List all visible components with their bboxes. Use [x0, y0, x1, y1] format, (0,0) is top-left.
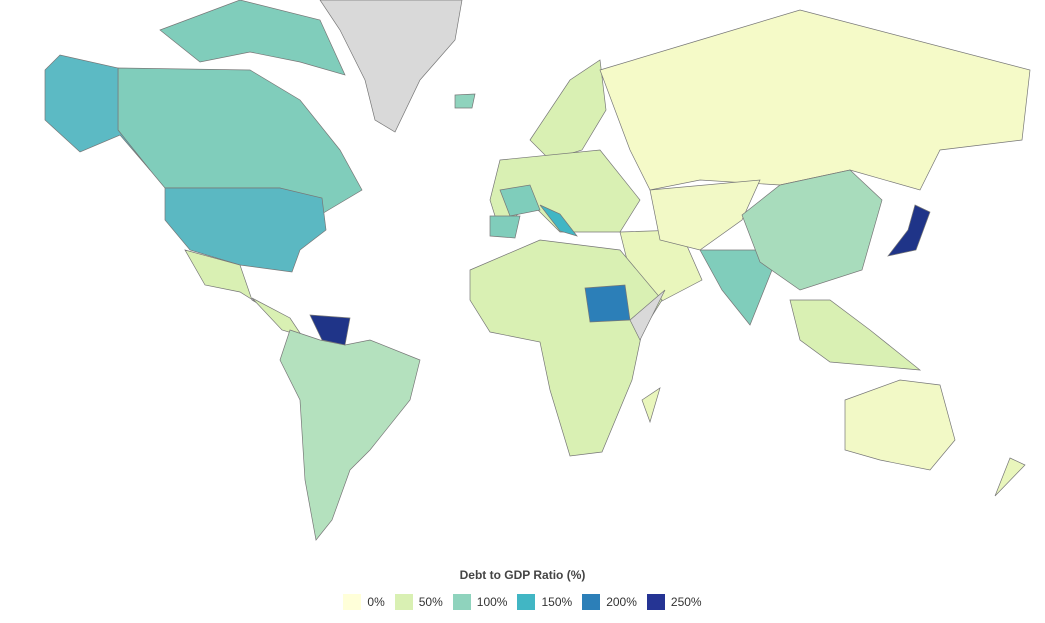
sudan	[584, 284, 631, 323]
central-america	[251, 297, 303, 337]
horn-of-africa	[629, 289, 666, 341]
legend-item: 150%	[517, 594, 572, 610]
legend-swatch	[646, 594, 665, 610]
africa	[469, 239, 663, 457]
russia	[599, 9, 1031, 191]
legend: Debt to GDP Ratio (%) 0% 50% 100% 150% 200% 2…	[0, 568, 1045, 610]
legend-label: 100%	[476, 595, 508, 609]
legend-item: 250%	[646, 594, 702, 610]
greenland	[319, 0, 463, 133]
madagascar	[641, 387, 661, 424]
spain	[489, 215, 521, 239]
france	[499, 184, 541, 217]
legend-title: Debt to GDP Ratio (%)	[459, 568, 586, 582]
scandinavia	[529, 59, 607, 161]
countries	[44, 0, 1031, 541]
legend-swatch	[343, 594, 362, 610]
usa	[164, 187, 327, 273]
china	[741, 169, 883, 291]
legend-item: 50%	[394, 594, 443, 610]
legend-label: 50%	[418, 595, 443, 609]
legend-swatch	[452, 594, 471, 610]
japan	[887, 204, 931, 257]
new-zealand	[994, 457, 1026, 497]
venezuela	[309, 314, 351, 346]
arctic-islands	[159, 0, 346, 76]
legend-items: 0% 50% 100% 150% 200% 250%	[0, 594, 1045, 610]
iceland	[454, 93, 476, 109]
india	[699, 249, 773, 326]
australia	[844, 379, 956, 471]
central-asia	[649, 179, 761, 251]
italy	[539, 204, 578, 237]
legend-item: 100%	[452, 594, 508, 610]
legend-label: 250%	[670, 595, 702, 609]
europe	[489, 149, 641, 233]
legend-label: 0%	[367, 595, 385, 609]
legend-swatch	[582, 594, 601, 610]
legend-swatch	[517, 594, 536, 610]
legend-item: 200%	[582, 594, 637, 610]
world-map	[44, 0, 1031, 541]
legend-swatch	[394, 594, 413, 610]
legend-label: 200%	[606, 595, 637, 609]
southeast-asia	[789, 299, 922, 371]
south-america	[279, 329, 421, 541]
legend-label: 150%	[541, 595, 573, 609]
legend-item: 0%	[343, 594, 385, 610]
alaska	[44, 54, 151, 171]
